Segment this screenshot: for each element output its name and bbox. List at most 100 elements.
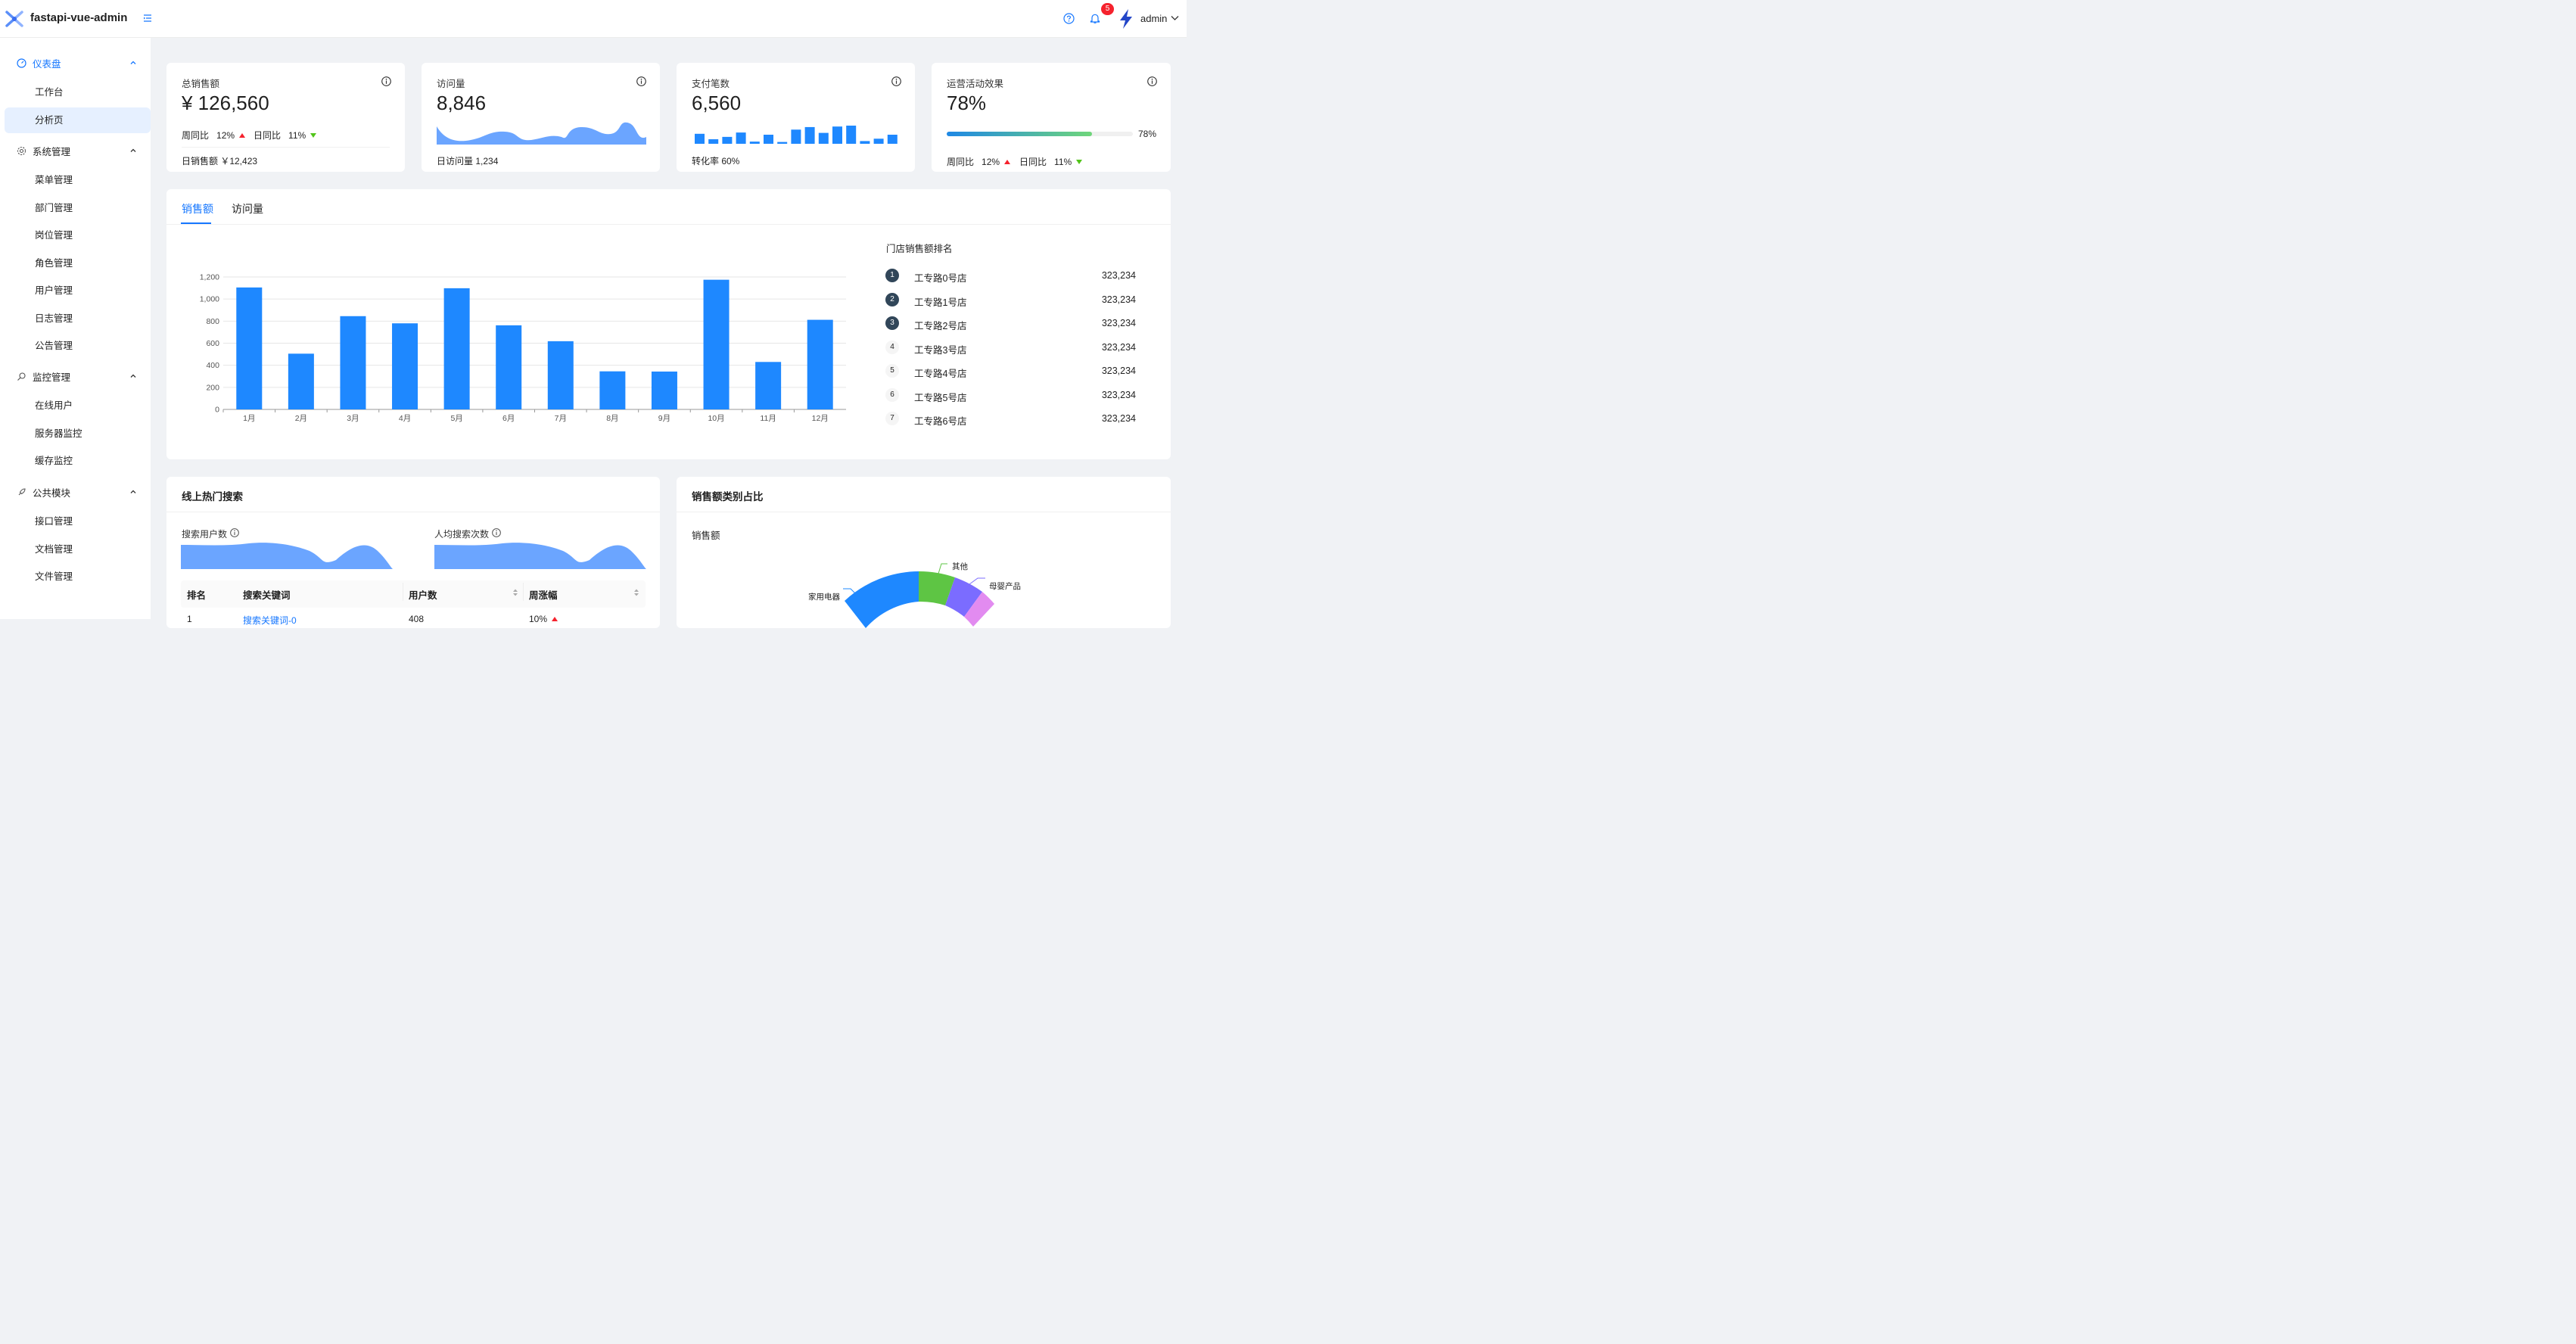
- y-tick-label: 800: [206, 317, 219, 326]
- bar: [340, 316, 366, 409]
- stat-card-payments: 支付笔数 6,560 转化率 60%: [677, 63, 915, 172]
- tab-ink-bar: [181, 222, 211, 224]
- ranking-store-name: 工专路4号店: [914, 369, 967, 379]
- info-icon[interactable]: [891, 76, 901, 86]
- info-icon[interactable]: [381, 76, 391, 86]
- stat-title: 总销售额: [182, 79, 220, 89]
- sidebar-item-dept[interactable]: 部门管理: [35, 203, 73, 213]
- bar: [496, 325, 522, 409]
- bell-icon[interactable]: [1090, 13, 1100, 24]
- hot-search-card: 线上热门搜索 搜索用户数 人均搜索次数 排名 搜索关键词 用户数 周涨幅 1 搜…: [166, 477, 660, 628]
- trend-up-icon: [1004, 160, 1011, 164]
- ranking-number: 1: [885, 269, 899, 282]
- bar: [599, 371, 626, 409]
- info-icon[interactable]: [230, 528, 239, 537]
- ranking-number: 7: [885, 412, 899, 425]
- ranking-store-name: 工专路3号店: [914, 344, 967, 356]
- chevron-up-icon: [130, 490, 136, 493]
- divider: [182, 147, 390, 148]
- ranking-row: 3 工专路2号店 323,234: [885, 316, 1143, 331]
- bar: [547, 341, 574, 409]
- sidebar-group-system[interactable]: 系统管理: [0, 138, 151, 163]
- logo-icon: [5, 11, 23, 27]
- sidebar-group-dashboard[interactable]: 仪表盘: [0, 50, 151, 76]
- pie-subtitle: 销售额: [692, 530, 720, 541]
- sidebar-item-doc[interactable]: 文档管理: [35, 544, 73, 555]
- sidebar-item-notice[interactable]: 公告管理: [35, 341, 73, 351]
- bar: [807, 319, 833, 409]
- gear-icon: [17, 146, 26, 155]
- trend-down-icon: [310, 133, 317, 138]
- tab-sales[interactable]: 销售额: [182, 203, 213, 215]
- info-icon[interactable]: [492, 528, 501, 537]
- info-icon[interactable]: [1147, 76, 1157, 86]
- dashboard-icon: [17, 58, 26, 68]
- payment-bar: [791, 129, 801, 144]
- x-tick-label: 3月: [347, 414, 359, 423]
- user-name[interactable]: admin: [1140, 13, 1168, 24]
- progress-label: 78%: [1138, 129, 1157, 139]
- pie-label-maternal: 母婴产品: [989, 582, 1021, 591]
- payment-bar: [764, 135, 773, 144]
- payment-bar: [804, 126, 815, 144]
- pie-label-other: 其他: [952, 562, 968, 571]
- sidebar-item-workbench[interactable]: 工作台: [35, 87, 64, 98]
- payment-bar: [846, 126, 857, 144]
- sort-icon[interactable]: [633, 588, 639, 597]
- ranking-row: 6 工专路5号店 323,234: [885, 387, 1143, 403]
- bar: [392, 323, 418, 409]
- sales-panel: 销售额 访问量 0 200 400 600 800 1,000 1,200 1月 2月 3月 4月 5…: [166, 189, 1171, 459]
- sidebar-item-online[interactable]: 在线用户: [35, 400, 73, 411]
- ranking-row: 5 工专路4号店 323,234: [885, 364, 1143, 379]
- sidebar-item-analysis[interactable]: 分析页: [5, 107, 151, 133]
- sidebar-item-cache[interactable]: 缓存监控: [35, 456, 73, 466]
- sidebar-group-monitor[interactable]: 监控管理: [0, 363, 151, 389]
- help-icon[interactable]: [1063, 13, 1075, 24]
- menu-collapse-icon[interactable]: [142, 13, 153, 23]
- sidebar-item-api[interactable]: 接口管理: [35, 516, 73, 527]
- bar: [236, 287, 263, 409]
- sidebar-item-post[interactable]: 岗位管理: [35, 230, 73, 241]
- week-trend: 周同比 12%: [182, 129, 246, 142]
- sidebar-item-menu[interactable]: 菜单管理: [35, 175, 73, 185]
- avatar[interactable]: [1118, 8, 1134, 30]
- app-title: fastapi-vue-admin: [30, 11, 128, 24]
- sidebar-item-role[interactable]: 角色管理: [35, 258, 73, 269]
- x-tick-label: 8月: [606, 414, 618, 423]
- section-title: 线上热门搜索: [182, 491, 243, 502]
- chevron-down-icon[interactable]: [1171, 15, 1179, 21]
- y-tick-label: 200: [206, 383, 219, 392]
- progress-fill: [947, 132, 1092, 136]
- tab-visits[interactable]: 访问量: [232, 203, 263, 215]
- sort-icon[interactable]: [512, 588, 518, 597]
- chevron-up-icon: [130, 61, 136, 64]
- sidebar-item-log[interactable]: 日志管理: [35, 313, 73, 324]
- sidebar-item-user[interactable]: 用户管理: [35, 285, 73, 296]
- sidebar-item-file[interactable]: 文件管理: [35, 571, 73, 582]
- chevron-up-icon: [130, 374, 136, 378]
- trend-up-icon: [552, 617, 558, 621]
- column-header-change[interactable]: 周涨幅: [529, 590, 558, 601]
- pie-leader-line: [969, 577, 985, 585]
- stat-title: 运营活动效果: [947, 79, 1004, 89]
- table-cell-keyword[interactable]: 搜索关键词-0: [243, 615, 297, 626]
- table-header: [181, 580, 646, 608]
- search-users-label: 搜索用户数: [182, 529, 228, 540]
- ranking-number: 3: [885, 316, 899, 330]
- stat-value: 78%: [947, 92, 987, 114]
- info-icon[interactable]: [636, 76, 646, 86]
- stat-footer: 日访问量 1,234: [437, 156, 499, 166]
- sidebar-group-label: 公共模块: [33, 487, 71, 499]
- ranking-value: 323,234: [1101, 318, 1136, 328]
- sidebar-group-common[interactable]: 公共模块: [0, 479, 151, 505]
- payment-bar: [736, 132, 746, 144]
- ranking-store-name: 工专路1号店: [914, 297, 967, 308]
- stat-card-operations: 运营活动效果 78% 78% 周同比 12% 日同比 11%: [932, 63, 1171, 172]
- trend-down-icon: [1076, 160, 1083, 164]
- ranking-title: 门店销售额排名: [886, 244, 953, 254]
- column-header-users[interactable]: 用户数: [409, 590, 437, 601]
- sidebar-group-label: 监控管理: [33, 372, 71, 383]
- category-card: 销售额类别占比 销售额 其他 母婴产品 家用电器: [677, 477, 1171, 628]
- sidebar-item-server[interactable]: 服务器监控: [35, 428, 82, 439]
- payment-bar: [777, 142, 788, 144]
